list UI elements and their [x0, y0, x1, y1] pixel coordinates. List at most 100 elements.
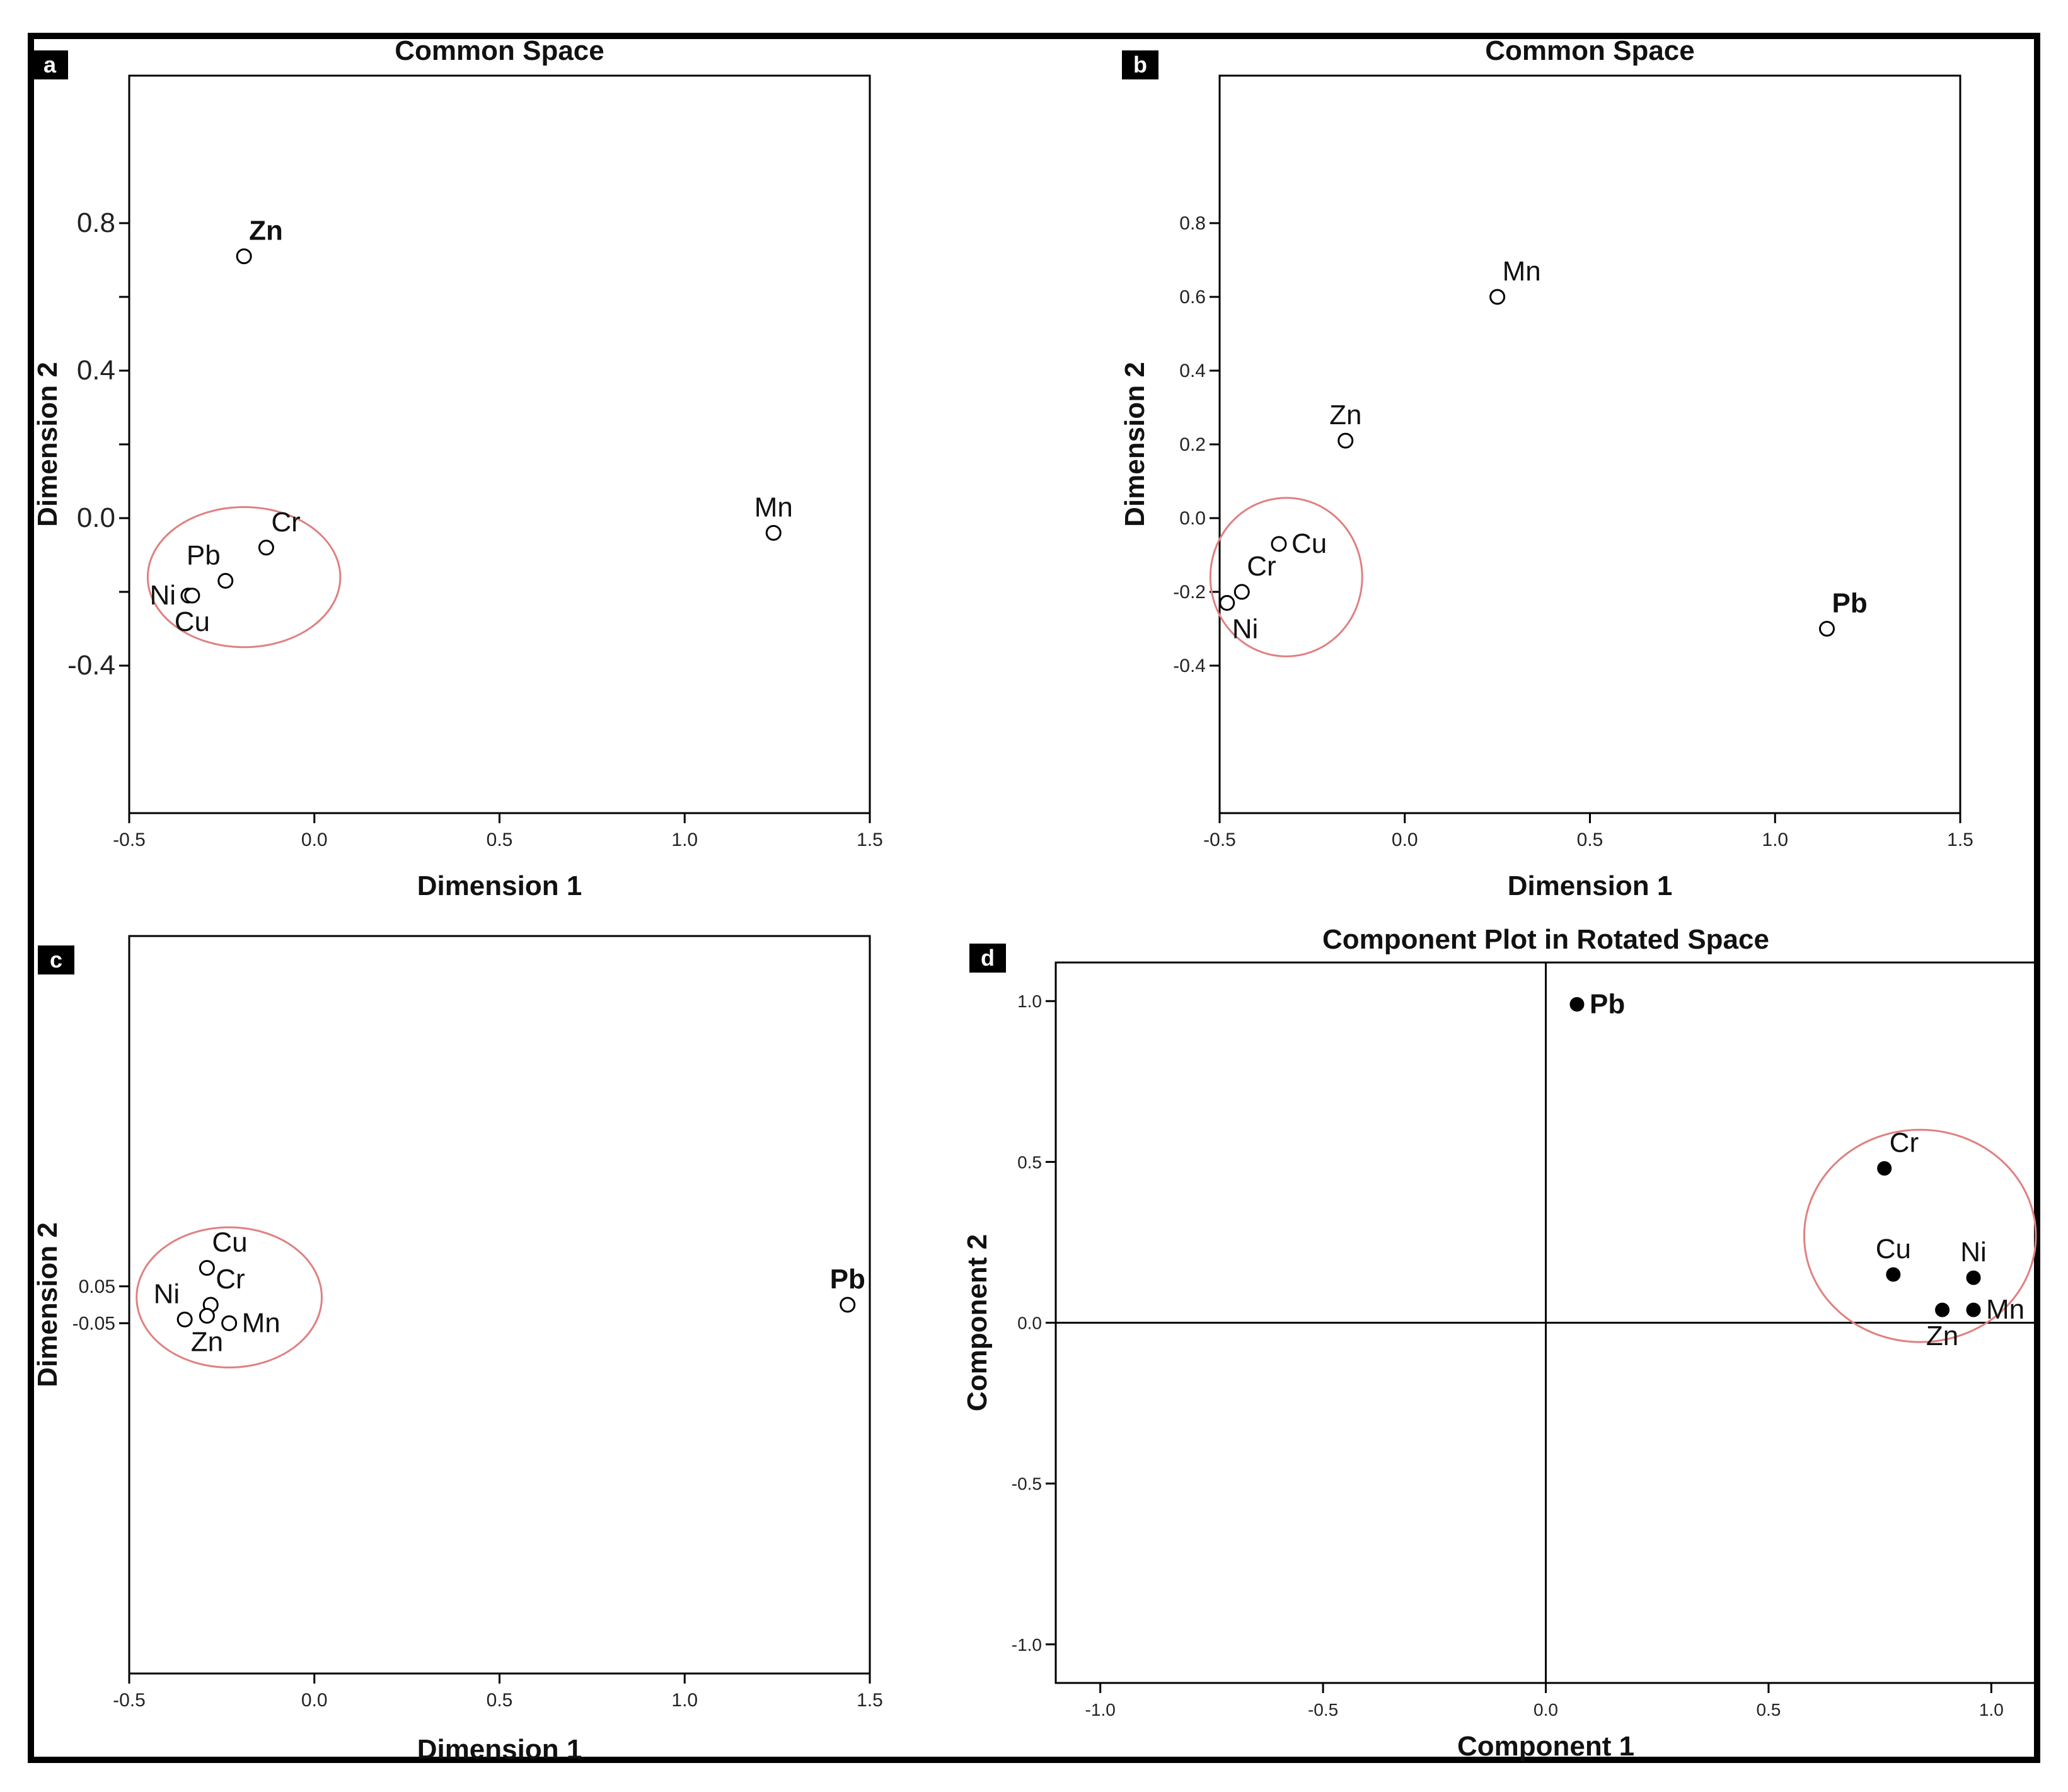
data-point-d-zn: [1935, 1302, 1950, 1317]
cluster-ellipse-c: [136, 1226, 323, 1368]
x-tick-label-c: 0.0: [301, 1690, 328, 1711]
x-axis-label-d: Component 1: [1457, 1731, 1634, 1762]
chart-title-b: Common Space: [1485, 35, 1695, 66]
y-tick-label-b: 0.0: [1179, 508, 1206, 529]
x-tick-label-c: 1.5: [857, 1690, 883, 1711]
cluster-ellipse-d: [1803, 1128, 2037, 1343]
data-point-a-mn: [765, 524, 782, 541]
panel-badge-c: c: [38, 945, 74, 974]
data-point-d-pb: [1569, 997, 1585, 1012]
svg-text:d: d: [981, 945, 995, 971]
data-point-a-zn: [236, 248, 252, 265]
panel-a: Common Space -0.5 0.0 0.5 1.0 1.5 -0.4 0.0 0.4 0.…: [32, 35, 883, 901]
y-tick-label-b: 0.8: [1179, 213, 1206, 234]
data-label-b-pb: Pb: [1832, 588, 1868, 619]
data-point-c-zn: [199, 1308, 215, 1324]
data-point-b-cr: [1233, 584, 1250, 600]
data-point-c-pb: [840, 1297, 856, 1313]
y-tick-label-d: -0.5: [1012, 1474, 1042, 1494]
data-point-b-pb: [1819, 621, 1835, 637]
data-point-b-mn: [1489, 289, 1506, 305]
data-point-d-ni: [1966, 1270, 1981, 1285]
plot-frame-b: [1218, 74, 1961, 814]
x-tick-label-b: 1.0: [1762, 830, 1788, 850]
x-tick-label-b: -0.5: [1203, 830, 1236, 850]
x-tick-label-b: 1.5: [1947, 830, 1973, 850]
data-point-a-pb: [217, 572, 234, 589]
data-label-d-zn: Zn: [1926, 1321, 1958, 1351]
data-point-a-cu: [184, 587, 200, 604]
cluster-ellipse-a: [146, 506, 342, 649]
y-tick-label-a: 0.8: [77, 207, 115, 238]
y-axis-label-a: Dimension 2: [32, 362, 63, 527]
chart-title-d: Component Plot in Rotated Space: [1322, 924, 1769, 955]
x-tick-label-d: -1.0: [1085, 1700, 1116, 1720]
data-point-d-cu: [1886, 1267, 1901, 1282]
data-label-c-pb: Pb: [830, 1264, 865, 1295]
y-tick-label-d: -1.0: [1012, 1635, 1042, 1655]
data-label-b-cu: Cu: [1291, 528, 1327, 559]
y-tick-label-d: 1.0: [1017, 991, 1042, 1011]
data-label-d-mn: Mn: [1986, 1294, 2025, 1325]
x-tick-label-a: 1.0: [671, 830, 698, 850]
panel-d: Component Plot in Rotated Space -1.0 -0.5 0…: [962, 924, 2037, 1762]
y-tick-label-d: 0.0: [1017, 1314, 1042, 1333]
data-label-c-mn: Mn: [242, 1307, 280, 1338]
data-point-b-ni: [1219, 595, 1235, 611]
figure-outline-frame: [28, 33, 2040, 1763]
data-label-b-ni: Ni: [1232, 614, 1259, 645]
x-tick-label-d: -0.5: [1308, 1700, 1338, 1720]
svg-text:b: b: [1133, 52, 1147, 78]
x-tick-label-b: 0.0: [1392, 830, 1418, 850]
data-point-a-cr: [258, 540, 274, 556]
data-point-d-cr: [1877, 1161, 1892, 1176]
x-tick-label-c: 1.0: [671, 1690, 698, 1711]
data-point-b-zn: [1337, 432, 1354, 449]
chart-title-a: Common Space: [395, 35, 604, 66]
x-tick-label-a: -0.5: [113, 830, 146, 850]
data-label-c-zn: Zn: [191, 1327, 223, 1358]
x-axis-label-c: Dimension 1: [417, 1734, 582, 1765]
data-label-d-cr: Cr: [1890, 1128, 1919, 1159]
panel-badge-a: a: [32, 50, 68, 79]
x-tick-label-d: 0.0: [1534, 1700, 1558, 1720]
y-tick-label-c: -0.05: [72, 1313, 115, 1334]
data-label-a-cu: Cu: [175, 606, 210, 637]
data-label-d-cu: Cu: [1876, 1234, 1911, 1264]
data-label-d-ni: Ni: [1960, 1237, 1987, 1268]
y-tick-label-d: 0.5: [1017, 1152, 1042, 1172]
plot-frame-c: [128, 935, 871, 1675]
data-label-d-pb: Pb: [1590, 988, 1625, 1019]
x-tick-label-a: 0.5: [487, 830, 513, 850]
x-tick-label-c: 0.5: [487, 1690, 513, 1711]
data-point-b-cu: [1271, 536, 1287, 552]
data-label-c-cu: Cu: [212, 1227, 247, 1258]
panel-badge-b: b: [1122, 50, 1158, 79]
plot-frame-a: [128, 74, 871, 814]
y-axis-label-c: Dimension 2: [32, 1222, 63, 1387]
y-tick-label-a: 0.0: [77, 502, 115, 533]
data-label-a-cr: Cr: [271, 507, 300, 538]
data-label-a-zn: Zn: [249, 216, 283, 246]
y-tick-label-b: -0.4: [1173, 656, 1206, 676]
y-tick-label-b: 0.2: [1179, 434, 1206, 455]
x-tick-label-c: -0.5: [113, 1690, 146, 1711]
svg-text:a: a: [43, 52, 57, 78]
y-tick-label-a: -0.4: [67, 650, 115, 681]
x-tick-label-a: 1.5: [857, 830, 883, 850]
y-tick-label-b: 0.4: [1179, 361, 1206, 381]
x-tick-label-b: 0.5: [1577, 830, 1603, 850]
data-point-c-mn: [221, 1315, 238, 1331]
data-label-b-zn: Zn: [1329, 400, 1361, 431]
data-label-b-cr: Cr: [1247, 551, 1276, 582]
x-axis-label-b: Dimension 1: [1508, 870, 1673, 901]
x-tick-label-d: 0.5: [1756, 1700, 1781, 1720]
cluster-ellipse-b: [1209, 497, 1363, 657]
x-tick-label-a: 0.0: [301, 830, 328, 850]
panel-badge-d: d: [969, 944, 1006, 973]
x-axis-label-a: Dimension 1: [417, 870, 582, 901]
data-label-c-ni: Ni: [154, 1278, 180, 1309]
data-label-a-pb: Pb: [187, 540, 221, 570]
